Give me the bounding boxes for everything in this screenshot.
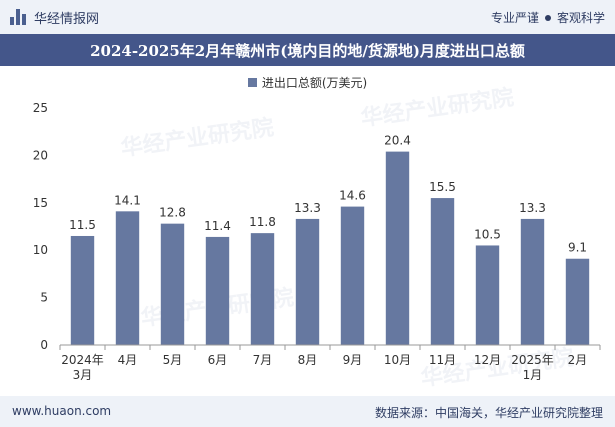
legend-swatch bbox=[247, 78, 257, 87]
bars: 11.5 14.1 12.8 11.4 11.8 13.3 14.6 20.4 15.5 10.5… bbox=[69, 134, 590, 345]
x-tick-label: 2025年 1月 bbox=[511, 353, 554, 382]
dot-icon bbox=[544, 14, 551, 21]
y-tick-label: 25 bbox=[33, 101, 48, 115]
x-tick-label: 4月 bbox=[118, 353, 138, 367]
x-tick-label: 6月 bbox=[208, 353, 228, 367]
y-tick-label: 5 bbox=[40, 291, 48, 305]
x-tick-label: 7月 bbox=[253, 353, 273, 367]
data-label: 11.8 bbox=[249, 215, 276, 229]
chart-title: 2024-2025年2月年赣州市(境内目的地/货源地)月度进出口总额 bbox=[90, 41, 525, 60]
data-label: 13.3 bbox=[294, 201, 321, 215]
data-label: 12.8 bbox=[159, 206, 186, 220]
y-tick-label: 0 bbox=[40, 338, 48, 352]
x-tick-label: 8月 bbox=[298, 353, 318, 367]
y-tick-label: 20 bbox=[33, 148, 48, 162]
top-bar: 华经情报网 专业严谨 客观科学 bbox=[0, 0, 615, 34]
bar bbox=[520, 218, 545, 345]
data-label: 11.4 bbox=[204, 219, 231, 233]
data-label: 14.1 bbox=[114, 193, 141, 207]
x-tick-label: 9月 bbox=[343, 353, 363, 367]
bar bbox=[295, 218, 320, 345]
footer: www.huaon.com 数据来源：中国海关，华经产业研究院整理 bbox=[0, 396, 615, 427]
data-label: 11.5 bbox=[69, 218, 96, 232]
tagline-right: 客观科学 bbox=[556, 11, 605, 25]
bar bbox=[385, 151, 410, 345]
title-bar: 2024-2025年2月年赣州市(境内目的地/货源地)月度进出口总额 bbox=[0, 34, 615, 66]
bar-chart-icon bbox=[10, 9, 28, 25]
brand: 华经情报网 bbox=[10, 8, 100, 27]
footer-source: 数据来源：中国海关，华经产业研究院整理 bbox=[374, 406, 603, 420]
x-tick-label: 2024年 3月 bbox=[61, 353, 104, 382]
bar bbox=[160, 223, 185, 345]
bar bbox=[430, 198, 455, 345]
data-label: 14.6 bbox=[339, 189, 366, 203]
bar bbox=[340, 206, 365, 345]
brand-name: 华经情报网 bbox=[34, 11, 100, 27]
data-label: 13.3 bbox=[519, 201, 546, 215]
y-tick-label: 10 bbox=[33, 243, 48, 257]
data-label: 10.5 bbox=[474, 227, 501, 241]
x-tick-label: 12月 bbox=[474, 353, 501, 367]
y-tick-label: 15 bbox=[33, 196, 48, 210]
bar bbox=[205, 236, 230, 345]
x-axis: 2024年 3月 4月 5月 6月 7月 8月 9月 10月 11月 12月 2025年 1月 2月 bbox=[59, 344, 601, 382]
tagline: 专业严谨 客观科学 bbox=[491, 9, 605, 26]
y-axis: 0 5 10 15 20 25 bbox=[33, 101, 48, 352]
data-label: 9.1 bbox=[568, 241, 587, 255]
bar bbox=[475, 245, 500, 345]
legend-label: 进出口总额(万美元) bbox=[261, 76, 368, 90]
bar bbox=[70, 235, 95, 345]
data-label: 15.5 bbox=[429, 180, 456, 194]
bar bbox=[250, 233, 275, 345]
x-tick-label: 5月 bbox=[163, 353, 183, 367]
bar bbox=[565, 258, 590, 345]
footer-url[interactable]: www.huaon.com bbox=[12, 404, 112, 418]
bar bbox=[115, 211, 140, 345]
data-label: 20.4 bbox=[384, 134, 411, 148]
tagline-left: 专业严谨 bbox=[490, 11, 539, 25]
x-tick-label: 2月 bbox=[568, 353, 588, 367]
x-tick-label: 10月 bbox=[384, 353, 411, 367]
legend: 进出口总额(万美元) bbox=[0, 74, 615, 91]
x-tick-label: 11月 bbox=[429, 353, 456, 367]
